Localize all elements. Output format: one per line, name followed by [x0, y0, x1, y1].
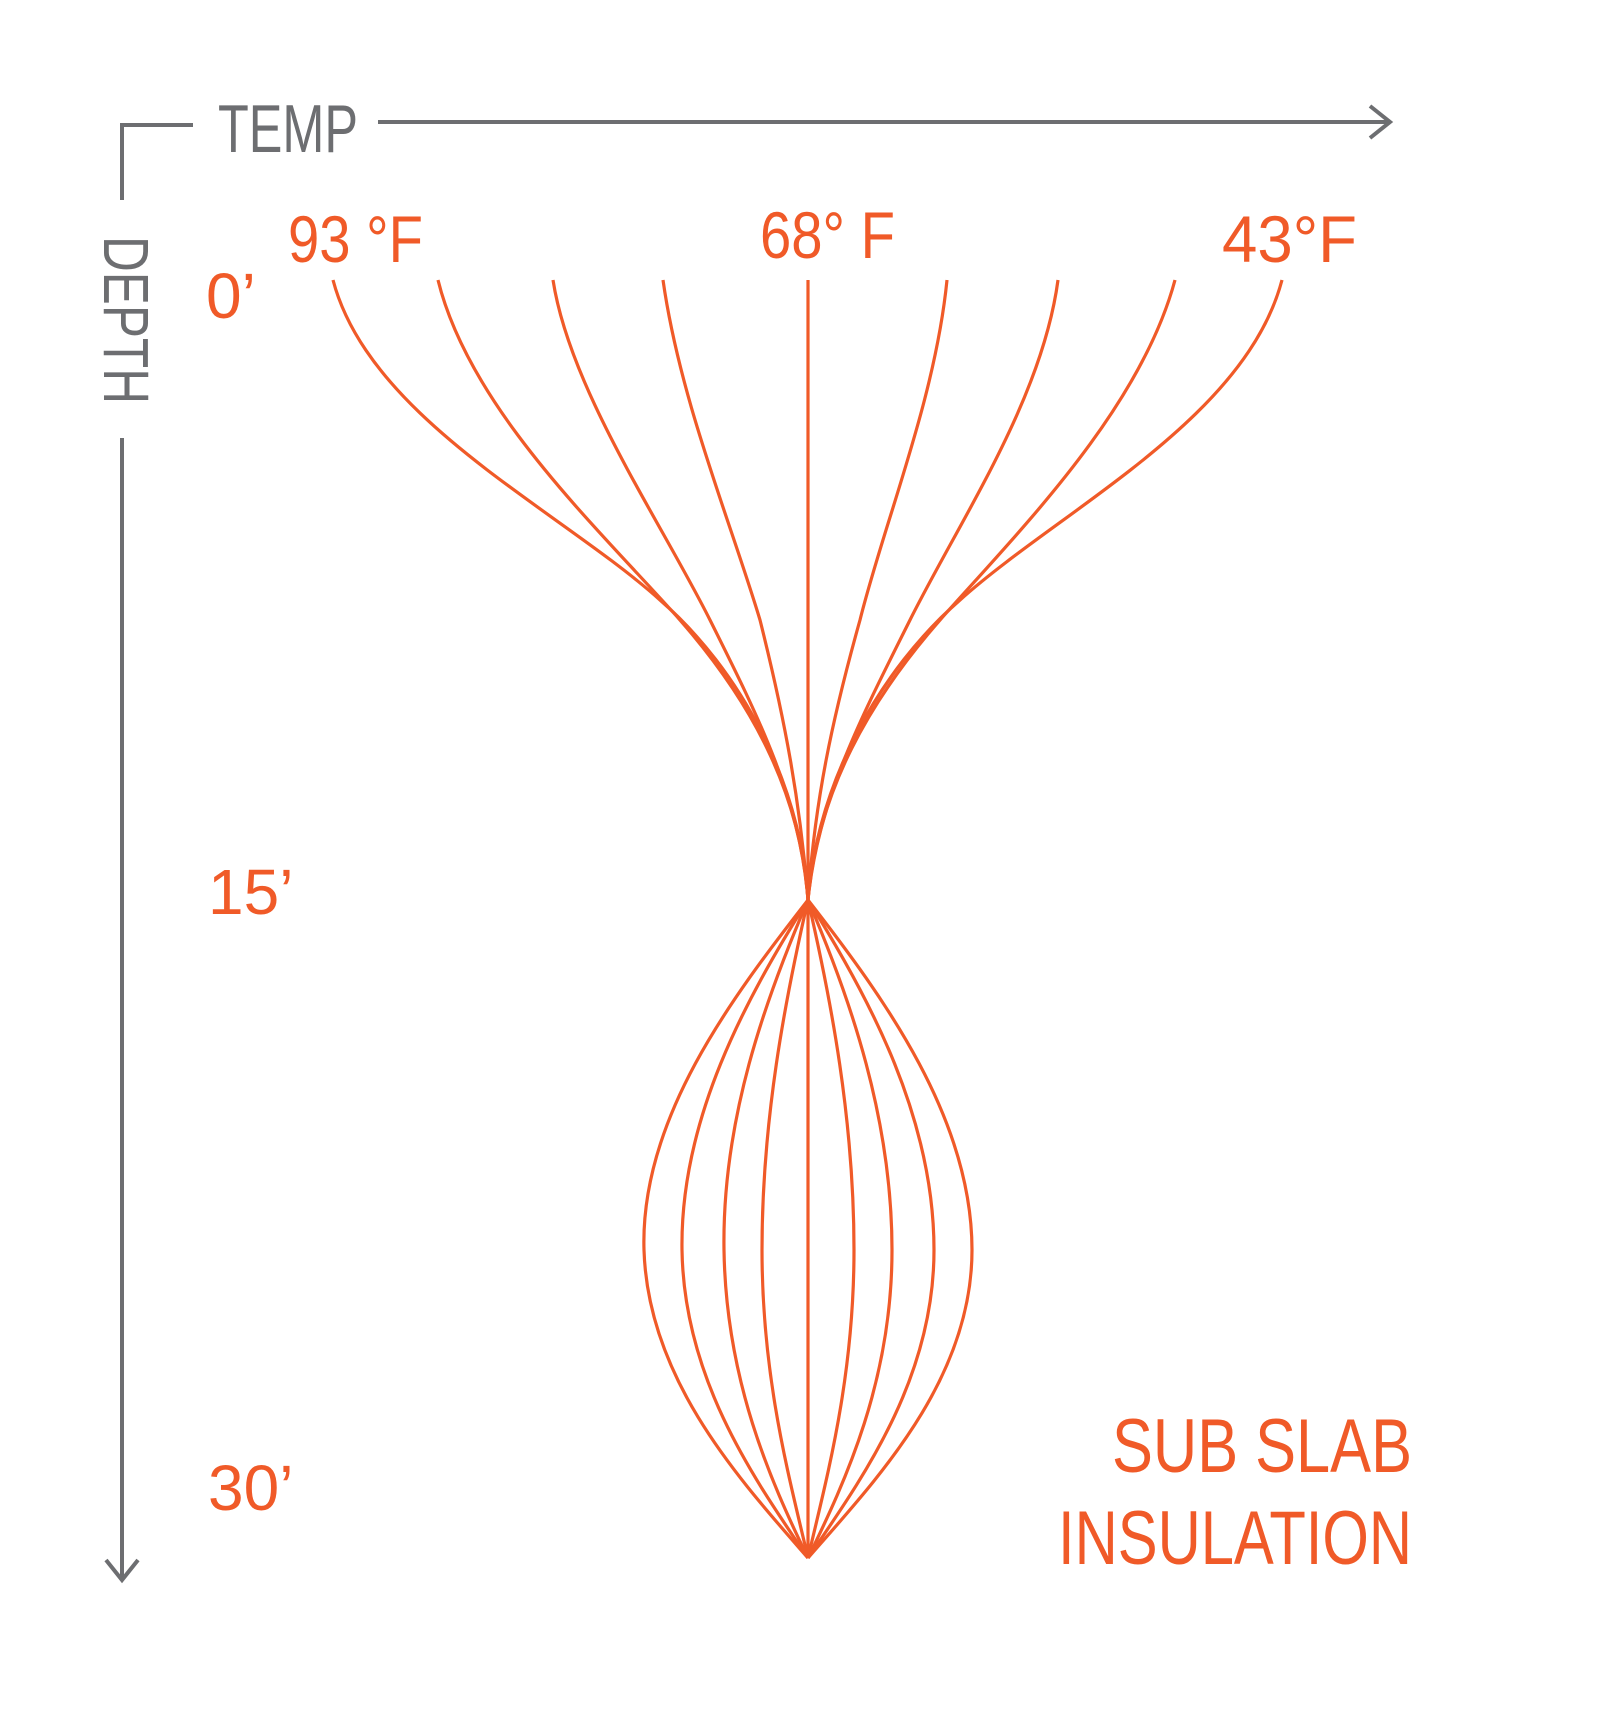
upper-curve-1 — [331, 279, 810, 901]
lower-curve-3 — [722, 899, 810, 1559]
upper-curve-8 — [806, 279, 1177, 901]
caption-line-1: SUB SLAB — [1112, 1404, 1412, 1489]
upper-curve-9 — [806, 279, 1284, 901]
axis-corner — [120, 123, 193, 200]
upper-curve-2 — [436, 279, 810, 901]
depth-axis-arrowhead — [104, 1558, 140, 1584]
lower-curve-8 — [806, 899, 936, 1559]
temp-axis-arrowhead — [1368, 104, 1394, 140]
depth-label-0ft: 0’ — [206, 260, 256, 332]
depth-label-15ft: 15’ — [208, 856, 293, 928]
upper-curve-3 — [551, 279, 810, 901]
lower-curve-9 — [806, 899, 974, 1560]
upper-curve-4 — [661, 279, 810, 901]
temp-label-93f: 93 °F — [288, 202, 423, 276]
temp-axis-label: TEMP — [218, 91, 358, 167]
upper-curve-7 — [806, 279, 1060, 901]
caption-line-2: INSULATION — [1058, 1496, 1412, 1581]
axes — [104, 104, 1394, 1584]
lower-curve-6 — [806, 899, 856, 1559]
upper-curve-6 — [806, 279, 949, 901]
temp-label-43f: 43°F — [1222, 202, 1357, 276]
depth-axis-label: DEPTH — [90, 236, 162, 404]
temp-label-68f: 68° F — [760, 198, 895, 272]
lower-curve-2 — [680, 899, 810, 1559]
depth-label-30ft: 30’ — [208, 1452, 293, 1524]
lower-curve-7 — [806, 899, 894, 1559]
temperature-curves — [331, 279, 1284, 1560]
lower-curve-4 — [760, 899, 810, 1559]
lower-curve-1 — [642, 899, 810, 1560]
